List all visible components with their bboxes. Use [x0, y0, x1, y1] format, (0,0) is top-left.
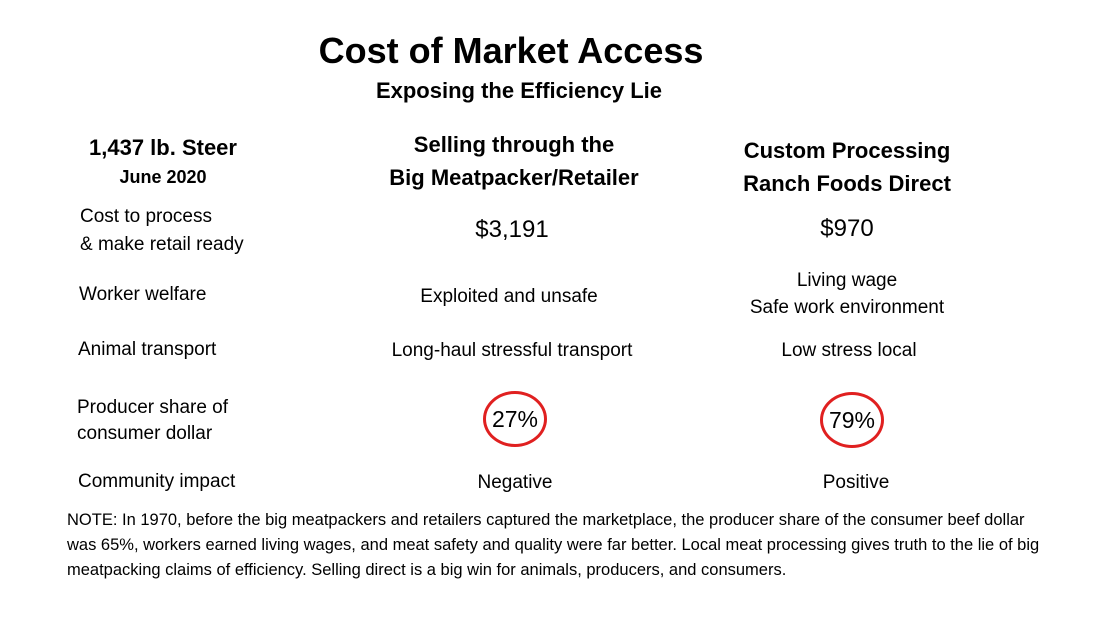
transport-custom-value: Low stress local	[781, 340, 917, 361]
page-title: Cost of Market Access	[318, 30, 704, 71]
row-label-worker: Worker welfare	[79, 284, 207, 305]
worker-custom-value-line2: Safe work environment	[749, 297, 945, 318]
share-custom-circle: 79%	[820, 392, 884, 448]
custom-processing-header-line2: Ranch Foods Direct	[743, 171, 951, 196]
row-label-share-line2: consumer dollar	[77, 423, 213, 444]
share-custom-value: 79%	[828, 406, 876, 433]
row-label-cost-line1: Cost to process	[80, 206, 212, 227]
row-label-community: Community impact	[78, 471, 236, 492]
steer-date: June 2020	[119, 167, 207, 187]
share-big-value: 27%	[491, 405, 539, 432]
big-meatpacker-header-line2: Big Meatpacker/Retailer	[389, 165, 639, 190]
cost-custom-value: $970	[820, 215, 874, 242]
row-label-transport: Animal transport	[78, 339, 217, 360]
row-label-cost-line2: & make retail ready	[80, 234, 244, 255]
community-big-value: Negative	[477, 472, 553, 493]
community-custom-value: Positive	[822, 472, 890, 493]
transport-big-value: Long-haul stressful transport	[391, 340, 633, 361]
custom-processing-header-line1: Custom Processing	[743, 138, 951, 163]
share-big-circle: 27%	[483, 391, 547, 447]
steer-header: 1,437 lb. Steer	[89, 135, 237, 160]
row-label-share-line1: Producer share of	[77, 397, 229, 418]
cost-big-value: $3,191	[475, 216, 549, 243]
worker-big-value: Exploited and unsafe	[420, 286, 598, 307]
worker-custom-value-line1: Living wage	[796, 270, 898, 291]
page-subtitle: Exposing the Efficiency Lie	[375, 78, 663, 103]
big-meatpacker-header-line1: Selling through the	[413, 132, 615, 157]
footnote: NOTE: In 1970, before the big meatpacker…	[67, 511, 1040, 579]
